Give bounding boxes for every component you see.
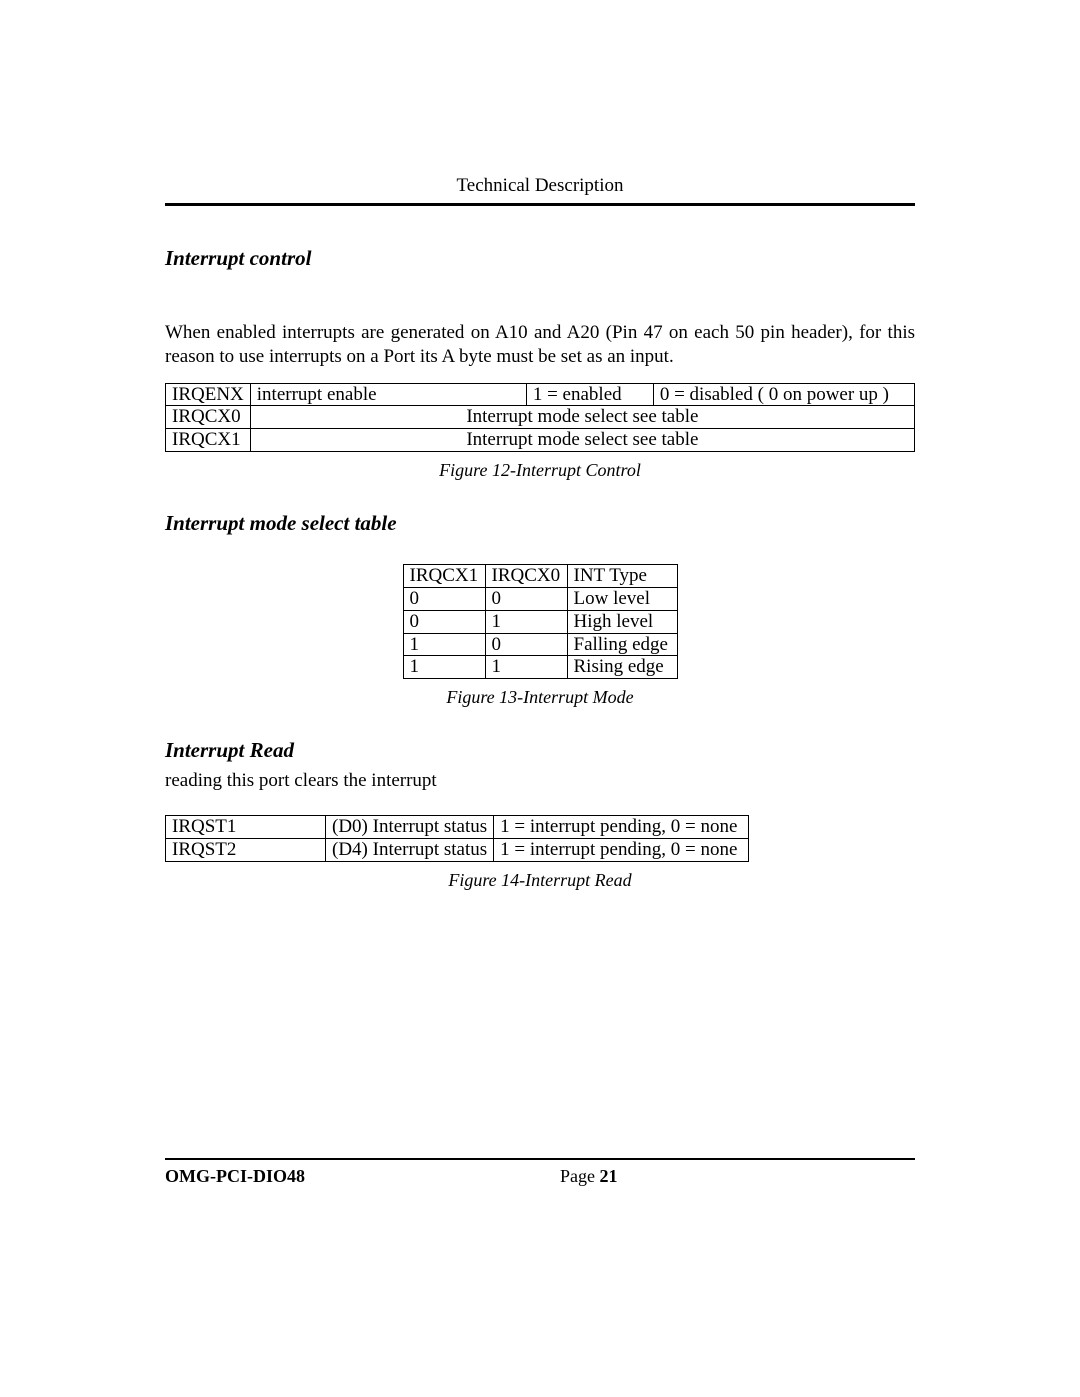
cell: Interrupt mode select see table	[250, 429, 914, 452]
page-footer: OMG-PCI-DIO48 Page 21	[165, 1158, 915, 1187]
cell: interrupt enable	[250, 383, 526, 406]
caption-interrupt-read: Figure 14-Interrupt Read	[165, 870, 915, 891]
table-interrupt-read: IRQST1 (D0) Interrupt status 1 = interru…	[165, 815, 749, 862]
cell: (D0) Interrupt status	[326, 816, 494, 839]
footer-page: Page 21	[305, 1166, 915, 1187]
cell: 1	[403, 656, 485, 679]
cell: 1	[485, 610, 567, 633]
cell: 0	[485, 587, 567, 610]
cell: IRQCX1	[166, 429, 251, 452]
cell: High level	[567, 610, 677, 633]
heading-interrupt-read: Interrupt Read	[165, 738, 915, 763]
header-label: Technical Description	[165, 175, 915, 197]
footer-doc-id: OMG-PCI-DIO48	[165, 1166, 305, 1187]
table-row: IRQCX1 Interrupt mode select see table	[166, 429, 915, 452]
cell-header: IRQCX1	[403, 565, 485, 588]
caption-interrupt-control: Figure 12-Interrupt Control	[165, 460, 915, 481]
cell: 0 = disabled ( 0 on power up )	[653, 383, 914, 406]
cell: IRQENX	[166, 383, 251, 406]
cell: Falling edge	[567, 633, 677, 656]
cell-header: IRQCX0	[485, 565, 567, 588]
table-interrupt-control: IRQENX interrupt enable 1 = enabled 0 = …	[165, 383, 915, 453]
footer-rule	[165, 1158, 915, 1160]
cell-header: INT Type	[567, 565, 677, 588]
cell: 1 = enabled	[526, 383, 653, 406]
cell: IRQST1	[166, 816, 326, 839]
table-row: 1 1 Rising edge	[403, 656, 677, 679]
cell: 1 = interrupt pending, 0 = none	[494, 816, 749, 839]
cell: 1	[403, 633, 485, 656]
cell: IRQCX0	[166, 406, 251, 429]
cell: Rising edge	[567, 656, 677, 679]
table-row: IRQST2 (D4) Interrupt status 1 = interru…	[166, 838, 749, 861]
table-row: 0 1 High level	[403, 610, 677, 633]
cell: Interrupt mode select see table	[250, 406, 914, 429]
cell: Low level	[567, 587, 677, 610]
cell: 0	[485, 633, 567, 656]
cell: IRQST2	[166, 838, 326, 861]
cell: 0	[403, 610, 485, 633]
footer-page-label: Page	[560, 1166, 600, 1186]
table-row: IRQCX1 IRQCX0 INT Type	[403, 565, 677, 588]
cell: 1 = interrupt pending, 0 = none	[494, 838, 749, 861]
header-rule	[165, 203, 915, 206]
table-interrupt-mode: IRQCX1 IRQCX0 INT Type 0 0 Low level 0 1…	[403, 564, 678, 679]
document-page: Technical Description Interrupt control …	[0, 0, 1080, 1397]
cell: 1	[485, 656, 567, 679]
heading-interrupt-mode: Interrupt mode select table	[165, 511, 915, 536]
table-row: 0 0 Low level	[403, 587, 677, 610]
paragraph-interrupt-control: When enabled interrupts are generated on…	[165, 321, 915, 369]
cell: (D4) Interrupt status	[326, 838, 494, 861]
heading-interrupt-control: Interrupt control	[165, 246, 915, 271]
cell: 0	[403, 587, 485, 610]
footer-line: OMG-PCI-DIO48 Page 21	[165, 1166, 915, 1187]
table-row: IRQST1 (D0) Interrupt status 1 = interru…	[166, 816, 749, 839]
paragraph-interrupt-read: reading this port clears the interrupt	[165, 769, 915, 793]
table-row: IRQENX interrupt enable 1 = enabled 0 = …	[166, 383, 915, 406]
table-row: 1 0 Falling edge	[403, 633, 677, 656]
caption-interrupt-mode: Figure 13-Interrupt Mode	[165, 687, 915, 708]
footer-page-number: 21	[599, 1166, 617, 1186]
table-row: IRQCX0 Interrupt mode select see table	[166, 406, 915, 429]
